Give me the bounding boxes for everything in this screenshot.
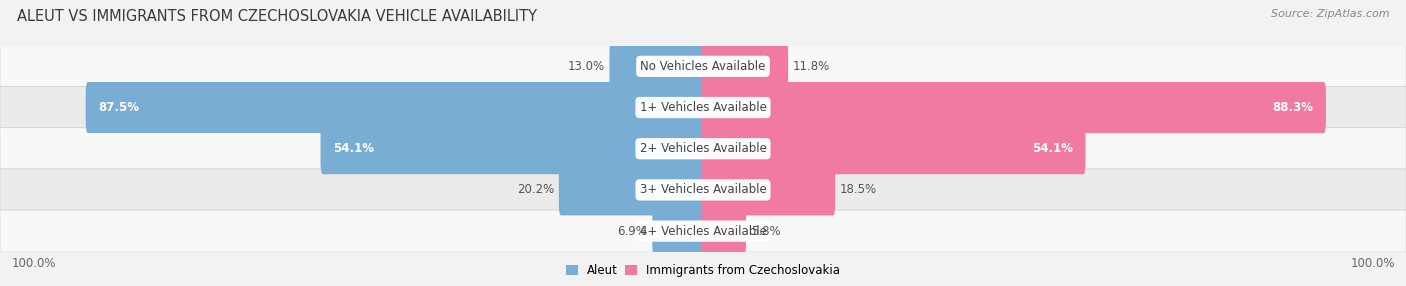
Text: 100.0%: 100.0% (11, 257, 56, 270)
Text: No Vehicles Available: No Vehicles Available (640, 60, 766, 73)
Text: 88.3%: 88.3% (1272, 101, 1313, 114)
FancyBboxPatch shape (652, 206, 706, 257)
FancyBboxPatch shape (0, 87, 1406, 128)
Text: 18.5%: 18.5% (841, 183, 877, 196)
Text: Source: ZipAtlas.com: Source: ZipAtlas.com (1271, 9, 1389, 19)
Text: 54.1%: 54.1% (333, 142, 374, 155)
FancyBboxPatch shape (0, 45, 1406, 87)
Text: ALEUT VS IMMIGRANTS FROM CZECHOSLOVAKIA VEHICLE AVAILABILITY: ALEUT VS IMMIGRANTS FROM CZECHOSLOVAKIA … (17, 9, 537, 23)
Text: 2+ Vehicles Available: 2+ Vehicles Available (640, 142, 766, 155)
Legend: Aleut, Immigrants from Czechoslovakia: Aleut, Immigrants from Czechoslovakia (565, 264, 841, 277)
Text: 3+ Vehicles Available: 3+ Vehicles Available (640, 183, 766, 196)
Text: 4+ Vehicles Available: 4+ Vehicles Available (640, 225, 766, 238)
Text: 54.1%: 54.1% (1032, 142, 1073, 155)
Text: 11.8%: 11.8% (793, 60, 830, 73)
Text: 5.8%: 5.8% (751, 225, 780, 238)
FancyBboxPatch shape (321, 123, 706, 174)
FancyBboxPatch shape (609, 41, 706, 92)
FancyBboxPatch shape (0, 128, 1406, 170)
FancyBboxPatch shape (86, 82, 706, 133)
Text: 13.0%: 13.0% (568, 60, 605, 73)
FancyBboxPatch shape (700, 82, 1326, 133)
FancyBboxPatch shape (700, 123, 1085, 174)
FancyBboxPatch shape (700, 206, 747, 257)
Text: 6.9%: 6.9% (617, 225, 647, 238)
Text: 20.2%: 20.2% (517, 183, 554, 196)
FancyBboxPatch shape (700, 164, 835, 215)
Text: 87.5%: 87.5% (98, 101, 139, 114)
FancyBboxPatch shape (558, 164, 706, 215)
FancyBboxPatch shape (700, 41, 789, 92)
FancyBboxPatch shape (0, 210, 1406, 252)
Text: 100.0%: 100.0% (1350, 257, 1395, 270)
Text: 1+ Vehicles Available: 1+ Vehicles Available (640, 101, 766, 114)
FancyBboxPatch shape (0, 169, 1406, 211)
